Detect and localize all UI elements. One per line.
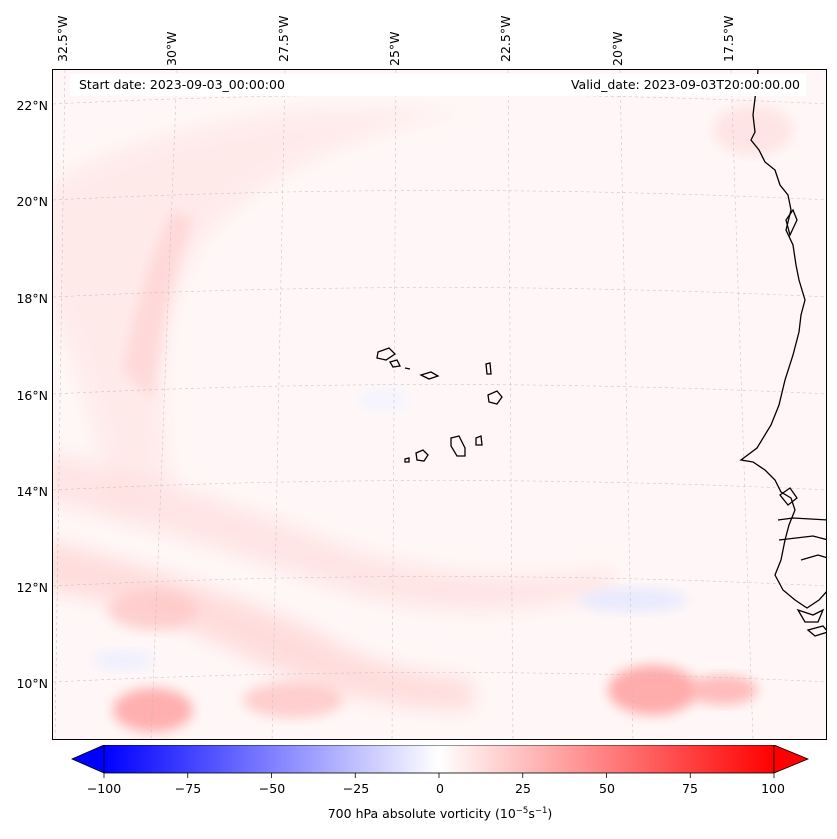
island-sal (485, 362, 492, 375)
colorbar-tick-marks (103, 773, 775, 778)
colorbar-body (103, 745, 775, 774)
gridline-lat-14n (53, 480, 826, 491)
lat-label-16n: 16°N (16, 388, 48, 403)
colorbar-tick-label-neg25: −25 (342, 781, 370, 796)
coastline-island-ne (796, 608, 825, 623)
lon-label-30w: 30°W (164, 31, 179, 66)
gridline-lon-30w (150, 70, 178, 739)
coastlines (376, 70, 826, 637)
coastline-africa-detail-2 (779, 487, 798, 506)
colorbar-units-close: ) (547, 806, 553, 822)
island-fogo (415, 449, 429, 462)
colorbar-units-mid: s (528, 806, 535, 822)
lon-label-32-5w: 32.5°W (55, 15, 70, 62)
colorbar-tick-label-0: 0 (436, 781, 444, 796)
coastline-africa-detail-3 (777, 517, 826, 521)
vorticity-band-inner (123, 210, 193, 400)
lon-label-22-5w: 22.5°W (498, 15, 513, 62)
start-date-label: Start date: 2023-09-03_00:00:00 (79, 77, 285, 92)
gridline-lon-32-5w (54, 70, 66, 739)
colorbar-tick-label-neg75: −75 (174, 781, 202, 796)
gridline-lat-18n (53, 287, 826, 298)
vorticity-min-3 (358, 388, 408, 412)
lat-label-22n: 22°N (16, 98, 48, 113)
gridline-lat-12n (53, 576, 826, 587)
lat-label-12n: 12°N (16, 580, 48, 595)
coastline-africa-detail-1 (785, 208, 798, 237)
vorticity-min-2 (93, 650, 153, 670)
vorticity-max-s (243, 682, 343, 718)
gridline-lon-20w (619, 70, 634, 739)
colorbar-extend-left (71, 745, 105, 774)
island-boa-vista (487, 390, 503, 405)
vorticity-max-se1 (608, 665, 698, 715)
island-maio (475, 435, 483, 446)
lon-label-17-5w: 17.5°W (721, 15, 736, 62)
gridline-lat-22n (53, 94, 826, 105)
colorbar-units-base: (10 (495, 806, 516, 822)
island-sao-vicente (389, 359, 401, 368)
lat-label-20n: 20°N (16, 194, 48, 209)
vorticity-max-sw (113, 688, 193, 732)
island-sao-nicolau (419, 371, 440, 380)
colorbar (71, 745, 810, 778)
island-brava (404, 457, 410, 463)
colorbar-tick-label-75: 75 (682, 781, 698, 796)
vorticity-south-band-2 (53, 542, 473, 710)
island-santiago (450, 435, 466, 457)
lon-label-20w: 20°W (610, 31, 625, 66)
island-santa-luzia (404, 367, 411, 370)
lat-label-10n: 10°N (16, 676, 48, 691)
gridlines (53, 70, 826, 739)
lon-label-25w: 25°W (387, 31, 402, 66)
colorbar-variable: 700 hPa absolute vorticity (327, 806, 492, 822)
map-area[interactable] (52, 69, 827, 740)
vorticity-field (53, 105, 793, 732)
colorbar-tick-label-neg100: −100 (86, 781, 122, 796)
vorticity-max-w (108, 590, 198, 630)
gridline-lon-25w (391, 70, 397, 739)
gridline-lon-27-5w (271, 70, 286, 739)
gridline-lat-16n (53, 384, 826, 395)
coastline-africa (739, 70, 826, 609)
colorbar-tick-label-50: 50 (599, 781, 615, 796)
coastline-africa-detail-4 (778, 535, 826, 541)
gridline-lon-17-5w (730, 70, 754, 739)
vorticity-max-se2 (688, 675, 758, 705)
island-santo-antao (376, 347, 397, 361)
colorbar-tick-label-100: 100 (761, 781, 785, 796)
colorbar-tick-label-neg50: −50 (258, 781, 286, 796)
gridline-lat-20n (53, 190, 826, 201)
vorticity-min-1 (578, 588, 688, 612)
vorticity-band-arc (53, 110, 473, 510)
colorbar-tick-label-25: 25 (515, 781, 531, 796)
gridline-lon-22-5w (507, 70, 514, 739)
vorticity-south-band-1 (53, 452, 613, 610)
colorbar-extend-right (773, 745, 810, 774)
lat-label-14n: 14°N (16, 484, 48, 499)
vorticity-map (53, 70, 826, 739)
lat-label-18n: 18°N (16, 291, 48, 306)
colorbar-label: 700 hPa absolute vorticity (10−5s−1) (328, 806, 553, 821)
colorbar-units-exp1: −5 (515, 806, 529, 816)
info-box (70, 74, 806, 96)
valid-date-label: Valid_date: 2023-09-03T20:00:00.00 (570, 77, 800, 92)
coastline-island-ne2 (806, 625, 826, 637)
coastline-africa-detail-5 (800, 554, 826, 561)
lon-label-27-5w: 27.5°W (276, 15, 291, 62)
colorbar-units-exp2: −1 (534, 806, 548, 816)
vorticity-ne-patch (713, 105, 793, 155)
gridline-lat-10n (53, 672, 826, 683)
